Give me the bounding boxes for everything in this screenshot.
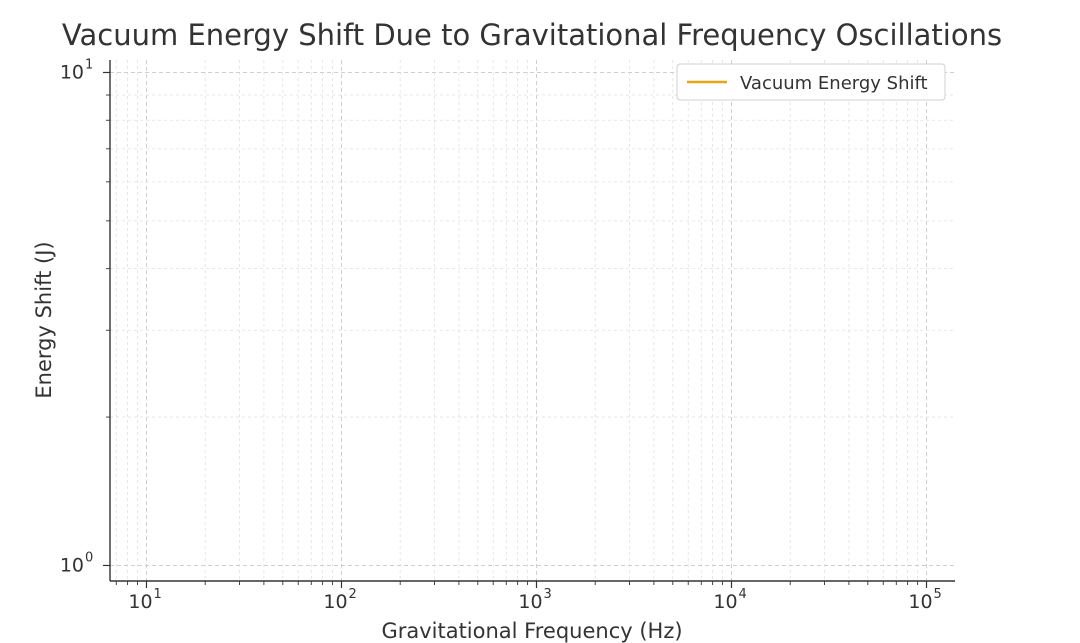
x-tick-label-exponent: 3 — [543, 587, 551, 602]
legend[interactable]: Vacuum Energy Shift — [676, 63, 946, 101]
x-ticks: 10 1 10 2 10 3 10 4 10 5 — [115, 581, 942, 613]
legend-box — [676, 63, 946, 101]
legend-label-vacuum-energy-shift: Vacuum Energy Shift — [740, 73, 928, 94]
y-tick-label: 10 — [60, 554, 84, 576]
grid-lines — [110, 60, 955, 581]
x-tick-label-exponent: 5 — [934, 587, 942, 602]
x-tick-label: 10 — [323, 591, 347, 613]
x-tick-label: 10 — [908, 591, 932, 613]
y-tick-label-exponent: 1 — [85, 57, 93, 72]
y-axis-label: Energy Shift (J) — [32, 241, 56, 398]
x-tick-label: 10 — [128, 591, 152, 613]
x-axis-label: Gravitational Frequency (Hz) — [381, 619, 682, 643]
x-tick-label: 10 — [713, 591, 737, 613]
x-tick-label-exponent: 4 — [738, 587, 746, 602]
x-tick-label-exponent: 1 — [153, 587, 161, 602]
y-tick-label: 10 — [60, 61, 84, 83]
axes — [109, 60, 955, 582]
y-tick-label-exponent: 0 — [85, 550, 93, 565]
x-tick-label-exponent: 2 — [348, 587, 356, 602]
chart-title: Vacuum Energy Shift Due to Gravitational… — [62, 18, 1002, 52]
x-tick-label: 10 — [518, 591, 542, 613]
